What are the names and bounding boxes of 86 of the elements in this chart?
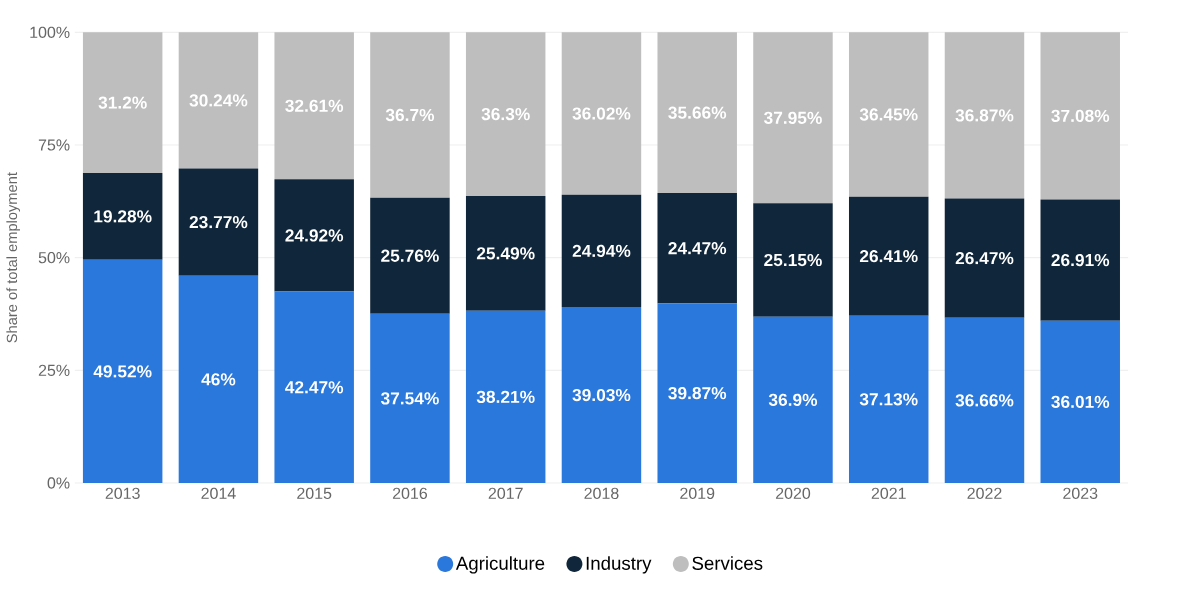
x-tick-label: 2023 (1063, 487, 1098, 500)
y-tick-label: 100% (30, 26, 70, 38)
x-tick-label: 2022 (967, 487, 1002, 500)
y-tick-label: 50% (38, 251, 70, 264)
data-label: 38.21% (476, 390, 535, 404)
bar (1040, 320, 1120, 483)
data-label: 36.02% (572, 107, 631, 120)
bar (82, 172, 163, 260)
bar (370, 313, 450, 483)
bar (657, 193, 737, 304)
bar (370, 197, 450, 314)
bar (178, 275, 259, 483)
x-tick-label: 2015 (297, 487, 332, 500)
data-label: 46% (201, 373, 236, 386)
bar (82, 32, 163, 173)
bar (465, 32, 546, 196)
bar (848, 196, 929, 316)
x-tick-label: 2014 (201, 487, 236, 500)
bar (944, 198, 1025, 318)
data-label: 25.49% (476, 247, 535, 260)
bar (753, 32, 833, 204)
data-label: 36.3% (481, 107, 530, 121)
data-label: 25.15% (764, 253, 822, 267)
data-label: 24.47% (668, 242, 727, 255)
y-tick-label: 75% (38, 139, 70, 151)
data-label: 24.94% (572, 244, 631, 258)
data-label: 36.66% (955, 394, 1014, 407)
bar (1040, 32, 1120, 200)
data-label: 36.45% (859, 108, 918, 121)
data-label: 36.87% (955, 109, 1014, 122)
bar (944, 317, 1025, 483)
bar (274, 32, 354, 180)
data-label: 36.01% (1051, 395, 1110, 408)
bar (465, 195, 546, 311)
data-label: 35.66% (668, 106, 727, 119)
data-label: 26.91% (1051, 253, 1110, 267)
bar (944, 32, 1025, 199)
x-tick-label: 2021 (871, 487, 906, 500)
data-label: 49.52% (93, 365, 152, 378)
data-label: 37.54% (380, 392, 439, 405)
data-label: 26.41% (859, 250, 918, 263)
data-label: 30.24% (189, 94, 248, 107)
data-label: 42.47% (285, 381, 344, 394)
data-label: 25.76% (381, 249, 439, 262)
bar (274, 291, 354, 483)
bar (274, 179, 354, 292)
data-label: 23.77% (189, 215, 248, 229)
data-label: 36.9% (768, 393, 818, 406)
bar (848, 32, 929, 197)
data-label: 32.61% (285, 99, 344, 112)
x-tick-label: 2018 (584, 487, 619, 500)
bar (178, 32, 259, 169)
data-label: 39.87% (668, 386, 727, 400)
data-label: 31.2% (98, 96, 147, 109)
data-label: 26.47% (955, 251, 1014, 265)
data-label: 36.7% (385, 108, 435, 122)
y-tick-label: 0% (47, 477, 70, 489)
y-tick-label: 25% (38, 364, 70, 376)
data-label: 39.03% (572, 388, 631, 402)
data-label: 19.28% (94, 210, 152, 223)
data-label: 37.95% (763, 111, 822, 124)
bar (657, 32, 737, 194)
bar (753, 316, 833, 483)
x-tick-label: 2013 (105, 487, 140, 500)
data-label: 37.13% (859, 393, 918, 406)
bar (82, 259, 163, 483)
bar (561, 32, 642, 195)
legend-label: Industry (586, 556, 652, 574)
bar (465, 310, 546, 483)
bar (561, 194, 642, 308)
x-tick-label: 2016 (392, 487, 428, 500)
x-tick-label: 2017 (488, 487, 523, 500)
data-label: 24.92% (285, 229, 344, 242)
legend-label: Services (692, 556, 763, 570)
bar (1040, 199, 1120, 321)
bar (178, 168, 259, 276)
x-tick-label: 2019 (680, 487, 715, 500)
bar (561, 307, 642, 483)
data-label: 37.08% (1051, 109, 1110, 123)
bar (657, 303, 737, 483)
legend-label: Agriculture (455, 556, 545, 574)
x-tick-label: 2020 (775, 487, 811, 500)
bar (848, 315, 929, 483)
y-axis-title: Share of total employment (6, 172, 20, 343)
bar (753, 203, 833, 317)
bar (370, 32, 450, 198)
